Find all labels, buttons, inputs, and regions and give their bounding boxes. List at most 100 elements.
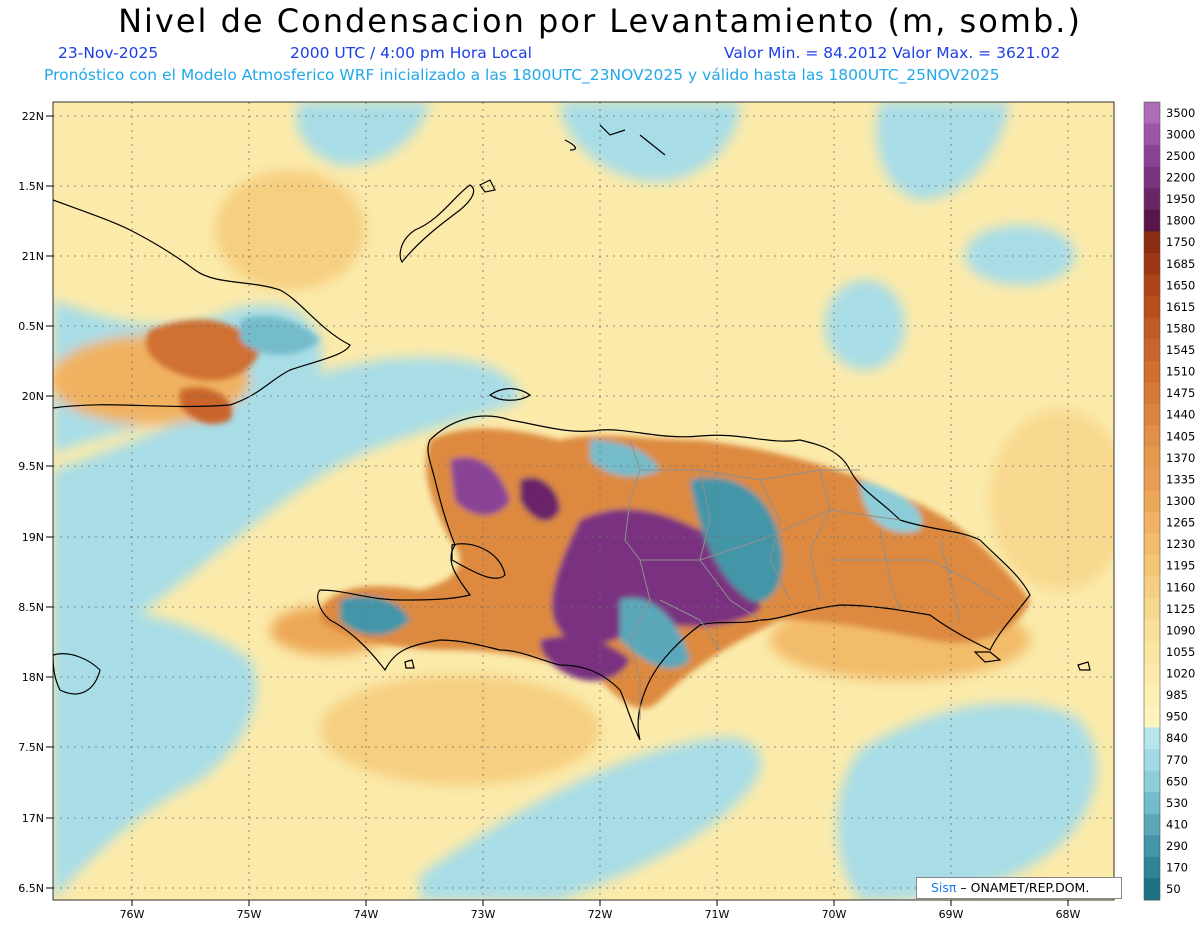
colorbar-label: 1685 [1166, 257, 1195, 271]
colorbar-swatch [1144, 490, 1160, 513]
colorbar-label: 1650 [1166, 278, 1195, 292]
colorbar-swatch [1144, 856, 1160, 879]
colorbar-swatch [1144, 749, 1160, 772]
colorbar-swatch [1144, 166, 1160, 189]
colorbar-swatch [1144, 317, 1160, 340]
colorbar-label: 3000 [1166, 127, 1195, 141]
colorbar-label: 410 [1166, 818, 1188, 832]
colorbar-label: 1800 [1166, 214, 1195, 228]
colorbar-label: 985 [1166, 688, 1188, 702]
colorbar-label: 1950 [1166, 192, 1195, 206]
colorbar-label: 1370 [1166, 451, 1195, 465]
colorbar-label: 1580 [1166, 321, 1195, 335]
colorbar-swatch [1144, 231, 1160, 254]
forecast-date: 23-Nov-2025 [58, 44, 159, 62]
colorbar-swatch [1144, 576, 1160, 599]
latitude-labels: 22N 1.5N 21N 0.5N 20N 9.5N 19N 8.5N 18N … [18, 110, 44, 895]
colorbar-swatch [1144, 598, 1160, 621]
colorbar-label: 1440 [1166, 408, 1195, 422]
colorbar-label: 50 [1166, 882, 1181, 896]
colorbar-label: 1405 [1166, 429, 1195, 443]
colorbar-swatch [1144, 382, 1160, 405]
colorbar-swatch [1144, 662, 1160, 685]
colorbar-label: 1545 [1166, 343, 1195, 357]
colorbar-label: 1300 [1166, 494, 1195, 508]
lon-label: 73W [471, 908, 496, 921]
coastlines [53, 124, 1091, 741]
colorbar-swatch [1144, 339, 1160, 362]
colorbar: 3500 3000 2500 2200 1950 1800 1750 1685 1650 1615… [1143, 101, 1195, 901]
lat-label: 6.5N [18, 882, 44, 895]
colorbar-swatch [1144, 554, 1160, 577]
lat-label: 19N [22, 531, 44, 544]
colorbar-swatch [1144, 145, 1160, 168]
lat-label: 0.5N [18, 320, 44, 333]
lon-label: 75W [237, 908, 262, 921]
colorbar-swatch [1144, 447, 1160, 470]
colorbar-swatch [1144, 705, 1160, 728]
colorbar-label: 1615 [1166, 300, 1195, 314]
colorbar-label: 1090 [1166, 623, 1195, 637]
colorbar-label: 3500 [1166, 106, 1195, 120]
lat-label: 22N [22, 110, 44, 123]
credit-org: – ONAMET/REP.DOM. [956, 880, 1090, 895]
forecast-time: 2000 UTC / 4:00 pm Hora Local [290, 44, 532, 62]
lat-label: 7.5N [18, 741, 44, 754]
plot-frame [52, 101, 1115, 901]
map-title: Nivel de Condensacion por Levantamiento … [118, 2, 1082, 40]
colorbar-swatch [1144, 792, 1160, 815]
colorbar-swatch [1144, 123, 1160, 146]
lat-label: 9.5N [18, 460, 44, 473]
colorbar-label: 650 [1166, 774, 1188, 788]
colorbar-label: 1230 [1166, 537, 1195, 551]
lon-label: 69W [939, 908, 964, 921]
colorbar-swatch [1144, 188, 1160, 211]
colorbar-swatch [1144, 619, 1160, 642]
colorbar-label: 1160 [1166, 580, 1195, 594]
colorbar-swatch [1144, 641, 1160, 664]
colorbar-label: 1335 [1166, 472, 1195, 486]
axis-ticks [46, 115, 1069, 906]
colorbar-swatch [1144, 533, 1160, 556]
colorbar-swatch [1144, 403, 1160, 427]
colorbar-swatch [1144, 102, 1160, 125]
lon-label: 71W [705, 908, 730, 921]
colorbar-label: 2200 [1166, 170, 1195, 184]
colorbar-swatch [1144, 835, 1160, 858]
graticule [53, 102, 1114, 900]
colorbar-swatch [1144, 360, 1160, 383]
lat-label: 20N [22, 390, 44, 403]
colorbar-label: 2500 [1166, 149, 1195, 163]
colorbar-label: 950 [1166, 710, 1188, 724]
colorbar-swatch [1144, 252, 1160, 276]
model-run-info: Pronóstico con el Modelo Atmosferico WRF… [44, 66, 1000, 84]
lat-label: 1.5N [18, 180, 44, 193]
lat-label: 21N [22, 250, 44, 263]
colorbar-label: 290 [1166, 839, 1188, 853]
colorbar-label: 1195 [1166, 559, 1195, 573]
min-max-values: Valor Min. = 84.2012 Valor Max. = 3621.0… [724, 44, 1061, 62]
colorbar-border [1143, 101, 1161, 901]
lon-label: 76W [120, 908, 145, 921]
colorbar-label: 1055 [1166, 645, 1195, 659]
credit-box: Sisπ – ONAMET/REP.DOM. [916, 877, 1122, 899]
colorbar-swatch [1144, 468, 1160, 491]
sispi-logo-text: Sisπ [931, 880, 957, 895]
lat-label: 8.5N [18, 601, 44, 614]
colorbar-swatch [1144, 296, 1160, 319]
lon-label: 74W [354, 908, 379, 921]
colorbar-label: 170 [1166, 861, 1188, 875]
colorbar-label: 1510 [1166, 365, 1195, 379]
lon-label: 72W [588, 908, 613, 921]
colorbar-swatch [1144, 209, 1160, 232]
lon-label: 68W [1056, 908, 1081, 921]
longitude-labels: 76W 75W 74W 73W 72W 71W 70W 69W 68W [120, 908, 1081, 921]
colorbar-label: 530 [1166, 796, 1188, 810]
lat-label: 17N [22, 812, 44, 825]
lon-label: 70W [822, 908, 847, 921]
colorbar-label: 1125 [1166, 602, 1195, 616]
colorbar-swatch [1144, 511, 1160, 534]
lat-label: 18N [22, 671, 44, 684]
colorbar-swatch [1144, 425, 1160, 448]
